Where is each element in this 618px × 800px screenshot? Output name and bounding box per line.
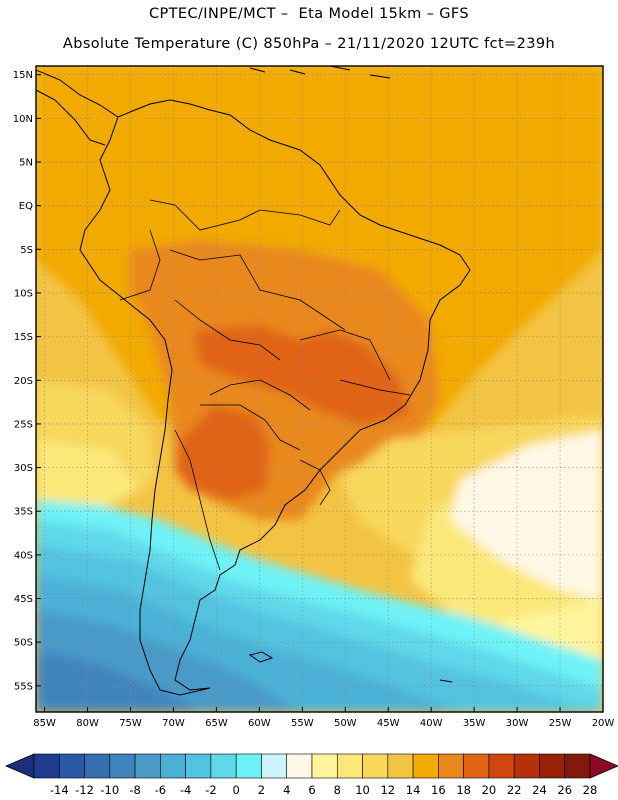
lon-tick-label: 80W xyxy=(76,718,99,729)
colorbar-label: -14 xyxy=(50,783,69,797)
colorbar-swatch xyxy=(185,753,212,779)
colorbar-swatch xyxy=(412,753,439,779)
latitude-axis: 15N 10N 5N EQ 5S 10S 15S 20S 25S 30S 35S 40S 45S 50S 5… xyxy=(13,70,41,692)
colorbar-swatch xyxy=(513,753,540,779)
colorbar-swatch xyxy=(286,753,313,779)
colorbar-swatch xyxy=(160,753,186,779)
colorbar-swatch xyxy=(438,753,464,779)
colorbar-label: 0 xyxy=(233,783,240,797)
graticule xyxy=(36,66,603,712)
caribbean-islands xyxy=(249,66,391,79)
lon-tick-label: 65W xyxy=(205,718,228,729)
colorbar-label: -4 xyxy=(180,783,191,797)
colorbar-swatch xyxy=(58,753,85,779)
colorbar-swatch xyxy=(210,753,237,779)
colorbar-swatch xyxy=(109,753,136,779)
colorbar-label: -8 xyxy=(129,783,140,797)
lon-tick-label: 20W xyxy=(592,718,615,729)
lat-tick-label: 10N xyxy=(13,114,33,125)
field-band-20-22-south xyxy=(175,405,270,500)
lat-tick-label: 30S xyxy=(14,463,33,474)
colorbar-swatch xyxy=(311,753,338,779)
colorbar-swatch xyxy=(488,753,515,779)
lon-tick-label: 50W xyxy=(334,718,357,729)
map-frame xyxy=(35,65,604,713)
lat-tick-label: 5N xyxy=(19,158,33,169)
border-lines xyxy=(119,199,411,571)
colorbar-swatch xyxy=(261,753,288,779)
lon-tick-label: 60W xyxy=(248,718,271,729)
colorbar-label: -10 xyxy=(100,783,119,797)
lat-tick-label: 50S xyxy=(14,638,33,649)
lon-tick-label: 85W xyxy=(33,718,56,729)
colorbar-label: 18 xyxy=(456,783,471,797)
colorbar-label: 14 xyxy=(406,783,421,797)
field-band-6-8 xyxy=(450,430,603,600)
colorbar-swatch xyxy=(539,753,566,779)
lat-tick-label: 15N xyxy=(13,70,33,81)
lat-tick-label: 15S xyxy=(14,332,33,343)
lon-tick-label: 35W xyxy=(463,718,486,729)
colorbar-label: 4 xyxy=(283,783,290,797)
lon-tick-label: 25W xyxy=(549,718,572,729)
colorbar-label: -6 xyxy=(155,783,166,797)
lon-tick-label: 45W xyxy=(377,718,400,729)
lat-tick-label: 35S xyxy=(14,507,33,518)
chart-subtitle: Absolute Temperature (C) 850hPa – 21/11/… xyxy=(62,36,556,52)
colorbar-label: -2 xyxy=(205,783,216,797)
colorbar: -14 -12 -10 -8 -6 -4 -2 0 2 4 6 8 10 12 14 16 18 20 22 24 26… xyxy=(4,753,618,797)
field-band-minus8-minus6 xyxy=(36,650,200,712)
colorbar-label: -12 xyxy=(75,783,94,797)
colorbar-swatch xyxy=(33,753,60,779)
colorbar-label: 26 xyxy=(557,783,572,797)
field-band-12-14-pacific xyxy=(36,440,140,510)
coastline xyxy=(36,66,471,696)
lat-tick-label: 20S xyxy=(14,376,33,387)
colorbar-swatch xyxy=(134,753,161,779)
colorbar-over-triangle xyxy=(589,753,618,779)
colorbar-label: 24 xyxy=(532,783,547,797)
colorbar-swatch xyxy=(84,753,111,779)
longitude-axis: 85W 80W 75W 70W 65W 60W 55W 50W 45W 40W 35W 30W 25W 2… xyxy=(33,707,614,729)
chart-title: CPTEC/INPE/MCT – Eta Model 15km – GFS xyxy=(148,6,470,22)
colorbar-label: 8 xyxy=(334,783,341,797)
colorbar-label: 28 xyxy=(583,783,598,797)
lat-tick-label: 10S xyxy=(14,288,33,299)
falkland-islands xyxy=(248,651,274,663)
colorbar-swatch xyxy=(564,753,591,779)
colorbar-label: 2 xyxy=(258,783,265,797)
lon-tick-label: 70W xyxy=(162,718,185,729)
central-america-coastline xyxy=(36,69,119,146)
lat-tick-label: 45S xyxy=(14,594,33,605)
colorbar-swatch xyxy=(463,753,490,779)
south-america-coastline xyxy=(79,99,471,696)
colorbar-swatch xyxy=(362,753,389,779)
lat-tick-label: 25S xyxy=(14,419,33,430)
south-georgia xyxy=(439,679,453,683)
colorbar-label: 16 xyxy=(431,783,446,797)
colorbar-label: 22 xyxy=(507,783,522,797)
colorbar-swatch xyxy=(387,753,414,779)
colorbar-under-triangle xyxy=(4,753,35,779)
lat-tick-label: 5S xyxy=(20,245,33,256)
lon-tick-label: 55W xyxy=(291,718,314,729)
colorbar-label: 12 xyxy=(380,783,395,797)
lon-tick-label: 40W xyxy=(420,718,443,729)
colorbar-label: 20 xyxy=(482,783,497,797)
lon-tick-label: 30W xyxy=(506,718,529,729)
lat-tick-label: 40S xyxy=(14,550,33,561)
lon-tick-label: 75W xyxy=(119,718,142,729)
temperature-field xyxy=(36,66,603,712)
colorbar-swatch xyxy=(235,753,262,779)
colorbar-label: 6 xyxy=(308,783,315,797)
colorbar-label: 10 xyxy=(355,783,370,797)
colorbar-swatch xyxy=(336,753,363,779)
political-borders xyxy=(119,199,411,571)
lat-tick-label: 55S xyxy=(14,681,33,692)
lat-tick-label: EQ xyxy=(19,201,33,212)
